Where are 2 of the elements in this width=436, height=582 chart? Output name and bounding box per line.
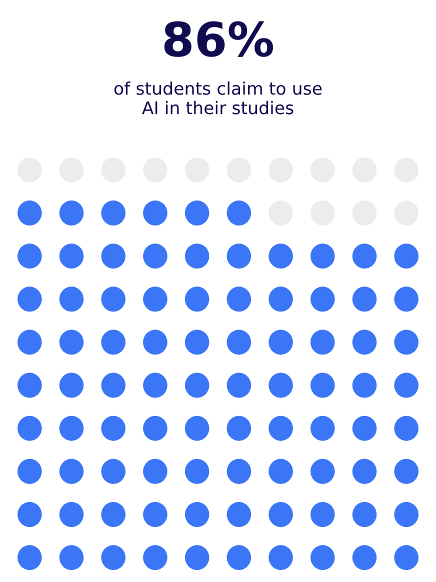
data-label: 86%	[164, 21, 274, 57]
text: of students claim to use AI in their studies	[114, 81, 322, 114]
